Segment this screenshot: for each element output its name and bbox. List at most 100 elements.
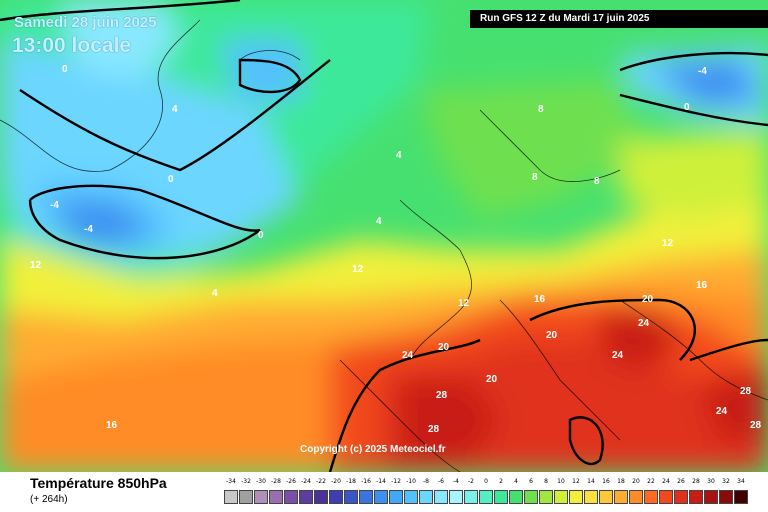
contour-label: -4 xyxy=(84,224,93,235)
contour-label: 16 xyxy=(696,280,708,291)
isotherm-lines xyxy=(0,0,768,472)
legend-value: -8 xyxy=(423,478,429,485)
legend-swatch xyxy=(434,490,448,504)
contour-label: 20 xyxy=(642,294,654,305)
legend-swatch xyxy=(599,490,613,504)
temperature-map: 0 0 0 0 4 4 4 4 -4 -4 -4 8 8 8 12 12 12 … xyxy=(0,0,768,472)
contour-label: 24 xyxy=(716,406,728,417)
legend-swatch xyxy=(389,490,403,504)
legend-value: -16 xyxy=(361,478,371,485)
legend-swatch xyxy=(719,490,733,504)
contour-label: 24 xyxy=(612,350,624,361)
contour-label: 8 xyxy=(532,172,538,183)
contour-label: 0 xyxy=(62,64,68,75)
legend-swatch xyxy=(569,490,583,504)
legend-value: 28 xyxy=(692,478,700,485)
legend-swatch xyxy=(464,490,478,504)
legend-value: 32 xyxy=(722,478,730,485)
legend-swatch xyxy=(284,490,298,504)
legend-swatch xyxy=(374,490,388,504)
legend-swatch xyxy=(659,490,673,504)
legend-swatch xyxy=(239,490,253,504)
contour-label: 16 xyxy=(106,420,118,431)
legend-swatch xyxy=(224,490,238,504)
legend-value: 14 xyxy=(587,478,595,485)
legend-value: 12 xyxy=(572,478,580,485)
legend-value: 24 xyxy=(662,478,670,485)
legend-value: 30 xyxy=(707,478,715,485)
contour-label: 0 xyxy=(168,174,174,185)
color-legend: -34 -32 -30 -28 -26 -24 -22 -20 -18 -16 -14 -12 -10-… xyxy=(224,478,752,510)
legend-value: -10 xyxy=(406,478,416,485)
legend-value: 10 xyxy=(557,478,565,485)
legend-value: -14 xyxy=(376,478,386,485)
legend-value: 18 xyxy=(617,478,625,485)
legend-swatch xyxy=(359,490,373,504)
contour-label: 0 xyxy=(684,102,690,113)
legend-swatch xyxy=(404,490,418,504)
contour-label: 12 xyxy=(458,298,470,309)
contour-label: 4 xyxy=(212,288,218,299)
contour-label: 20 xyxy=(486,374,498,385)
legend-swatch xyxy=(494,490,508,504)
legend-swatch xyxy=(554,490,568,504)
legend-swatch xyxy=(524,490,538,504)
legend-value: -20 xyxy=(331,478,341,485)
isotherm-labels: 0 0 0 0 4 4 4 4 -4 -4 -4 8 8 8 12 12 12 … xyxy=(30,64,762,435)
legend-value: 22 xyxy=(647,478,655,485)
legend-value: -24 xyxy=(301,478,311,485)
legend-value: 4 xyxy=(514,478,518,485)
legend-value: -30 xyxy=(256,478,266,485)
legend-value: -12 xyxy=(391,478,401,485)
legend-bar: Température 850hPa (+ 264h) -34 -32 -30 -28… xyxy=(0,472,768,512)
lead-time: (+ 264h) xyxy=(30,494,68,505)
legend-swatch xyxy=(329,490,343,504)
contour-label: 0 xyxy=(258,230,264,241)
legend-swatch xyxy=(419,490,433,504)
contour-label: 12 xyxy=(662,238,674,249)
legend-swatch xyxy=(539,490,553,504)
legend-value: -34 xyxy=(226,478,236,485)
contour-label: 12 xyxy=(30,260,42,271)
legend-value: 26 xyxy=(677,478,685,485)
legend-swatch xyxy=(734,490,748,504)
temperature-field xyxy=(0,0,768,472)
contour-label: -4 xyxy=(50,200,59,211)
legend-swatch xyxy=(449,490,463,504)
legend-value: 20 xyxy=(632,478,640,485)
model-run-info: Run GFS 12 Z du Mardi 17 juin 2025 xyxy=(470,10,768,28)
legend-swatch xyxy=(584,490,598,504)
contour-label: 20 xyxy=(438,342,450,353)
contour-label: -4 xyxy=(698,66,707,77)
contour-label: 4 xyxy=(396,150,402,161)
legend-value: 2 xyxy=(499,478,503,485)
parameter-title: Température 850hPa xyxy=(30,475,167,491)
legend-value: -32 xyxy=(241,478,251,485)
legend-value: -28 xyxy=(271,478,281,485)
legend-value: -18 xyxy=(346,478,356,485)
contour-label: 28 xyxy=(740,386,752,397)
contour-label: 4 xyxy=(172,104,178,115)
forecast-time: 13:00 locale xyxy=(12,34,132,57)
legend-swatch xyxy=(314,490,328,504)
contour-label: 12 xyxy=(352,264,364,275)
legend-swatch xyxy=(689,490,703,504)
legend-swatch xyxy=(509,490,523,504)
legend-value: 34 xyxy=(737,478,745,485)
copyright: Copyright (c) 2025 Meteociel.fr xyxy=(300,444,446,455)
legend-swatch xyxy=(479,490,493,504)
legend-swatch xyxy=(344,490,358,504)
coastlines xyxy=(0,19,768,472)
forecast-date: Samedi 28 juin 2025 xyxy=(14,14,157,31)
contour-label: 24 xyxy=(402,350,414,361)
legend-value: 8 xyxy=(544,478,548,485)
contour-label: 28 xyxy=(436,390,448,401)
legend-swatch xyxy=(299,490,313,504)
legend-value: -22 xyxy=(316,478,326,485)
contour-label: 28 xyxy=(428,424,440,435)
legend-value: -6 xyxy=(438,478,444,485)
legend-value: 6 xyxy=(529,478,533,485)
contour-label: 8 xyxy=(594,176,600,187)
legend-value: -2 xyxy=(468,478,474,485)
legend-swatch xyxy=(614,490,628,504)
